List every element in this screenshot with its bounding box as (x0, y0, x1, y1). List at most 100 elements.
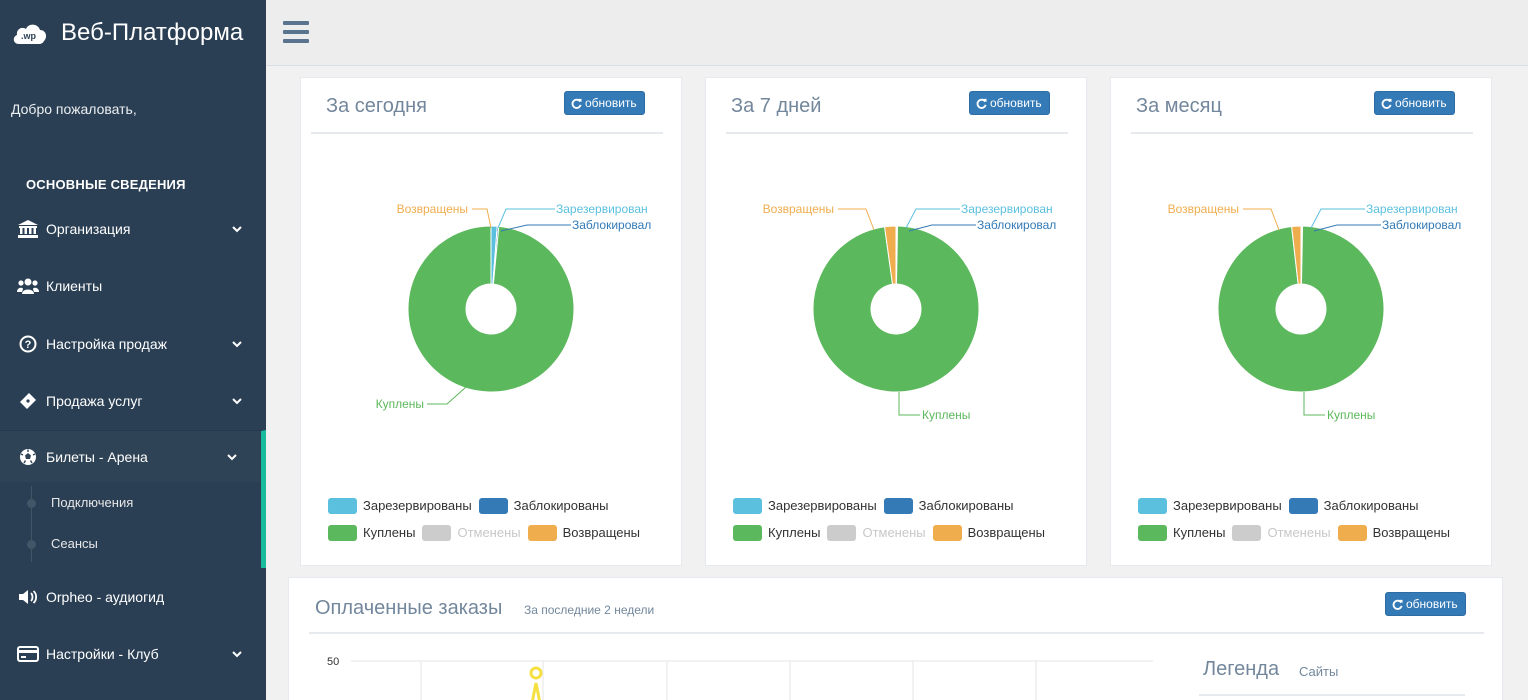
volume-icon (17, 588, 39, 606)
panel-title: За 7 дней (731, 95, 822, 117)
slice-label-returned: Возвращены (397, 202, 468, 216)
legend-item-reserved[interactable]: Зарезервированы (328, 497, 472, 514)
chevron-down-icon (232, 226, 242, 233)
legend-swatch (932, 524, 962, 541)
legend-label: Куплены (363, 525, 416, 540)
bullet-dot (27, 499, 36, 508)
refresh-icon (976, 98, 987, 109)
refresh-button[interactable]: обновить (1385, 592, 1466, 616)
panel-subtitle: За последние 2 недели (524, 603, 655, 617)
sidebar-item-club-settings[interactable]: Настройки - Клуб (0, 626, 266, 684)
legend-item-cancelled[interactable]: Отменены (422, 524, 521, 541)
sidebar-item-organization[interactable]: Организация (0, 200, 266, 258)
slice-label-reserved: Зарезервирован (556, 202, 648, 216)
legend-item-cancelled[interactable]: Отменены (827, 524, 926, 541)
refresh-button[interactable]: обновить (1374, 91, 1455, 115)
series-line (531, 682, 541, 700)
legend-row: Куплены Отменены Возвращены (328, 519, 647, 546)
sidebar-item-clients[interactable]: Клиенты (0, 258, 266, 316)
legend-label: Возвращены (562, 525, 641, 540)
leader-line-blocked (500, 224, 571, 232)
slice-label-blocked: Заблокировал (572, 218, 651, 232)
slice-label-reserved: Зарезервирован (961, 202, 1053, 216)
legend-item-blocked[interactable]: Заблокированы (883, 497, 1014, 514)
submenu-tickets-arena: Подключения Сеансы (0, 482, 266, 568)
legend-item-blocked[interactable]: Заблокированы (478, 497, 609, 514)
legend-swatch (478, 497, 508, 514)
leader-line-returned (472, 208, 492, 229)
refresh-button[interactable]: обновить (564, 91, 645, 115)
legend-swatch (1138, 524, 1167, 541)
legend-label: Отменены (862, 525, 926, 540)
ticket-icon (17, 392, 39, 410)
pie-chart-today: Возвращены Зарезервирован Заблокировал Купл… (376, 202, 652, 411)
sidebar-item-tickets-arena[interactable]: Билеты - Арена (0, 430, 266, 482)
leader-line-bought (1303, 392, 1325, 416)
line-chart-orders: 50 (327, 656, 1465, 700)
leader-line-bought (898, 392, 920, 416)
legend-row: Зарезервированы Заблокированы (1138, 492, 1457, 519)
refresh-label: обновить (585, 96, 637, 110)
refresh-icon (1392, 599, 1403, 610)
legend-row: Зарезервированы Заблокированы (733, 492, 1052, 519)
legend-label: Возвращены (1372, 525, 1451, 540)
brand[interactable]: .wp Веб-Платформа (0, 0, 266, 66)
legend-item-returned[interactable]: Возвращены (932, 524, 1046, 541)
legend-item-bought[interactable]: Куплены (1138, 524, 1226, 541)
refresh-button[interactable]: обновить (969, 91, 1050, 115)
topbar (266, 0, 1528, 66)
legend-item-reserved[interactable]: Зарезервированы (733, 497, 877, 514)
legend-item-bought[interactable]: Куплены (733, 524, 820, 541)
refresh-icon (571, 98, 582, 109)
pie-slice-returned (1291, 225, 1302, 285)
sidebar-item-label: Orpheo - аудиогид (46, 588, 165, 605)
credit-card-icon (17, 645, 39, 663)
refresh-label: обновить (1395, 96, 1447, 110)
refresh-label: обновить (1406, 597, 1458, 611)
sidebar-item-sales-settings[interactable]: ? Настройка продаж (0, 315, 266, 373)
legend-label: Возвращены (967, 525, 1046, 540)
chevron-down-icon (232, 398, 242, 405)
welcome-text: Добро пожаловать, (11, 101, 137, 117)
legend-item-returned[interactable]: Возвращены (527, 524, 641, 541)
legend-item-returned[interactable]: Возвращены (1337, 524, 1451, 541)
legend-swatch (733, 524, 762, 541)
slice-label-blocked: Заблокировал (1382, 218, 1461, 232)
submenu-item-sessions[interactable]: Сеансы (0, 523, 261, 564)
menu-toggle-icon[interactable] (283, 21, 309, 43)
legend-label: Зарезервированы (1173, 498, 1282, 513)
legend-swatch (527, 524, 557, 541)
submenu-item-connections[interactable]: Подключения (0, 482, 261, 523)
legend-item-reserved[interactable]: Зарезервированы (1138, 497, 1282, 514)
panel-7-days: За 7 дней обновить Возвращены Зарезервиро… (705, 77, 1087, 566)
chart-legend: Зарезервированы Заблокированы Куплены Отмен… (1138, 492, 1457, 546)
refresh-label: обновить (990, 96, 1042, 110)
leader-line-blocked (1313, 224, 1381, 232)
legend-title: Легенда (1203, 658, 1280, 680)
y-tick-label: 50 (327, 656, 339, 668)
sidebar-item-label: Билеты - Арена (46, 448, 148, 465)
legend-swatch (1288, 497, 1318, 514)
panel-title: За сегодня (326, 95, 427, 117)
legend-label: Заблокированы (513, 498, 609, 513)
slice-label-reserved: Зарезервирован (1366, 202, 1458, 216)
legend-item-blocked[interactable]: Заблокированы (1288, 497, 1419, 514)
pie-slice-bought (407, 225, 575, 393)
sidebar-item-services-sale[interactable]: Продажа услуг (0, 373, 266, 431)
sidebar-item-orpheo[interactable]: Orpheo - аудиогид (0, 568, 266, 626)
legend-label: Заблокированы (1323, 498, 1419, 513)
panel-month: За месяц обновить Возвращены Зарезервиров… (1110, 77, 1492, 566)
slice-label-returned: Возвращены (1168, 202, 1239, 216)
sidebar-item-label: Продажа услуг (46, 393, 143, 410)
legend-item-bought[interactable]: Куплены (328, 524, 416, 541)
slice-label-returned: Возвращены (763, 202, 834, 216)
legend-label: Куплены (1173, 525, 1226, 540)
legend-item-cancelled[interactable]: Отменены (1232, 524, 1331, 541)
legend-label: Зарезервированы (363, 498, 472, 513)
legend-subtitle: Сайты (1299, 664, 1339, 679)
legend-row: Куплены Отменены Возвращены (1138, 519, 1457, 546)
legend-swatch (883, 497, 913, 514)
chart-legend: Зарезервированы Заблокированы Куплены Отмен… (328, 492, 647, 546)
pie-chart-7-days: Возвращены Зарезервирован Заблокировал Купл… (763, 202, 1057, 422)
panel-title: Оплаченные заказы (315, 597, 503, 619)
